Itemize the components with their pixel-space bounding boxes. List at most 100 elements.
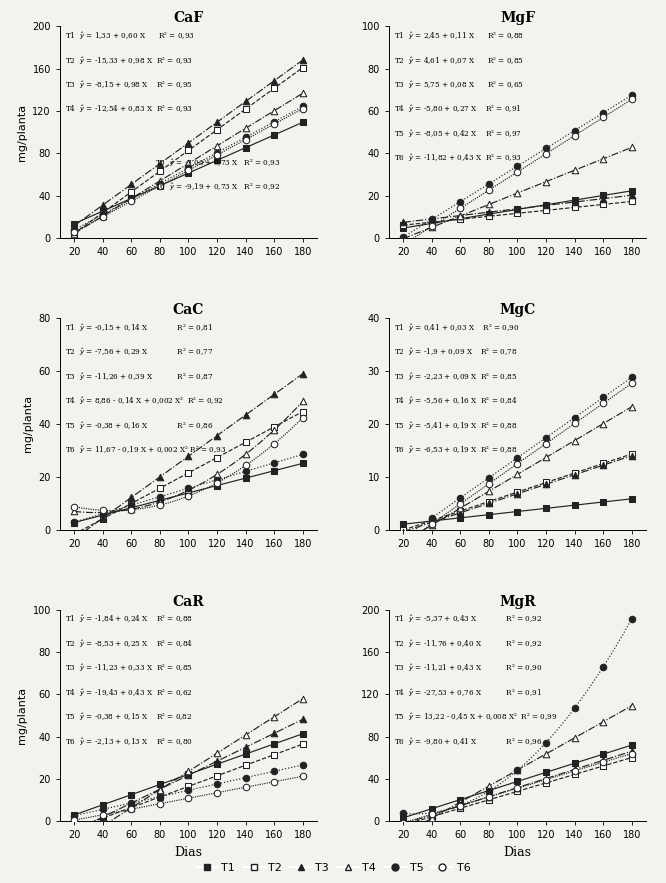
Point — [598, 390, 609, 404]
Point — [569, 417, 580, 431]
Point — [455, 798, 466, 812]
Point — [512, 165, 523, 179]
Point — [569, 731, 580, 745]
Point — [627, 188, 637, 202]
Point — [298, 87, 308, 101]
Point — [155, 156, 165, 170]
Point — [269, 115, 280, 129]
Title: MgF: MgF — [500, 11, 535, 26]
Point — [398, 215, 408, 230]
Point — [455, 194, 466, 208]
Point — [69, 808, 79, 822]
Point — [426, 805, 437, 819]
Point — [627, 492, 637, 506]
Point — [541, 175, 551, 189]
Point — [598, 660, 609, 674]
Point — [212, 754, 222, 768]
Text: T1  $\hat{y}$ = 0,41 + 0,03 X    R² = 0,90

T2  $\hat{y}$ = -1,9 + 0,09 X    R² : T1 $\hat{y}$ = 0,41 + 0,03 X R² = 0,90 T… — [394, 322, 519, 456]
Point — [512, 774, 523, 789]
Point — [398, 806, 408, 820]
Point — [541, 502, 551, 516]
Point — [627, 751, 637, 765]
Point — [627, 449, 637, 463]
Point — [455, 502, 466, 516]
Point — [569, 466, 580, 480]
Point — [512, 487, 523, 501]
Point — [598, 198, 609, 212]
Point — [240, 464, 251, 479]
Point — [598, 188, 609, 202]
Point — [484, 779, 494, 793]
Point — [183, 765, 194, 779]
Point — [598, 747, 609, 761]
Point — [155, 178, 165, 192]
Point — [212, 746, 222, 760]
Point — [426, 514, 437, 528]
Point — [627, 738, 637, 752]
Point — [269, 456, 280, 470]
Point — [69, 219, 79, 233]
Point — [240, 121, 251, 135]
Point — [541, 475, 551, 489]
X-axis label: Dias: Dias — [503, 846, 531, 859]
Point — [398, 221, 408, 235]
Point — [155, 790, 165, 804]
Point — [155, 481, 165, 495]
Point — [455, 793, 466, 807]
Point — [541, 199, 551, 213]
Point — [240, 781, 251, 795]
Point — [97, 209, 108, 223]
Point — [426, 511, 437, 525]
Point — [598, 758, 609, 773]
Point — [455, 506, 466, 520]
Point — [183, 483, 194, 497]
Point — [426, 802, 437, 816]
Point — [212, 757, 222, 771]
Point — [298, 53, 308, 67]
Point — [541, 766, 551, 780]
Point — [569, 498, 580, 512]
Point — [484, 793, 494, 807]
Point — [426, 219, 437, 233]
Point — [627, 184, 637, 198]
Point — [183, 161, 194, 175]
Point — [298, 404, 308, 419]
Point — [69, 515, 79, 529]
Point — [398, 231, 408, 245]
Point — [484, 209, 494, 223]
Point — [398, 238, 408, 252]
Point — [512, 457, 523, 471]
Point — [97, 810, 108, 824]
Point — [183, 163, 194, 177]
Point — [541, 203, 551, 217]
Point — [97, 204, 108, 218]
Legend: T1, T2, T3, T4, T5, T6: T1, T2, T3, T4, T5, T6 — [191, 858, 475, 878]
Point — [484, 494, 494, 509]
Point — [512, 450, 523, 464]
Point — [97, 511, 108, 525]
Point — [627, 400, 637, 414]
Point — [269, 774, 280, 789]
Point — [69, 227, 79, 241]
Point — [97, 503, 108, 517]
Point — [240, 448, 251, 462]
Point — [455, 799, 466, 813]
Point — [240, 94, 251, 109]
Point — [69, 813, 79, 827]
Point — [484, 784, 494, 798]
Point — [426, 514, 437, 528]
Point — [398, 537, 408, 551]
Point — [269, 419, 280, 434]
Point — [627, 140, 637, 155]
Point — [269, 464, 280, 478]
Title: MgR: MgR — [500, 594, 536, 608]
Point — [627, 612, 637, 626]
Point — [298, 116, 308, 130]
Point — [240, 458, 251, 472]
Point — [598, 714, 609, 728]
Point — [569, 200, 580, 215]
Point — [455, 801, 466, 815]
Point — [426, 216, 437, 230]
Point — [398, 531, 408, 545]
Point — [183, 481, 194, 495]
